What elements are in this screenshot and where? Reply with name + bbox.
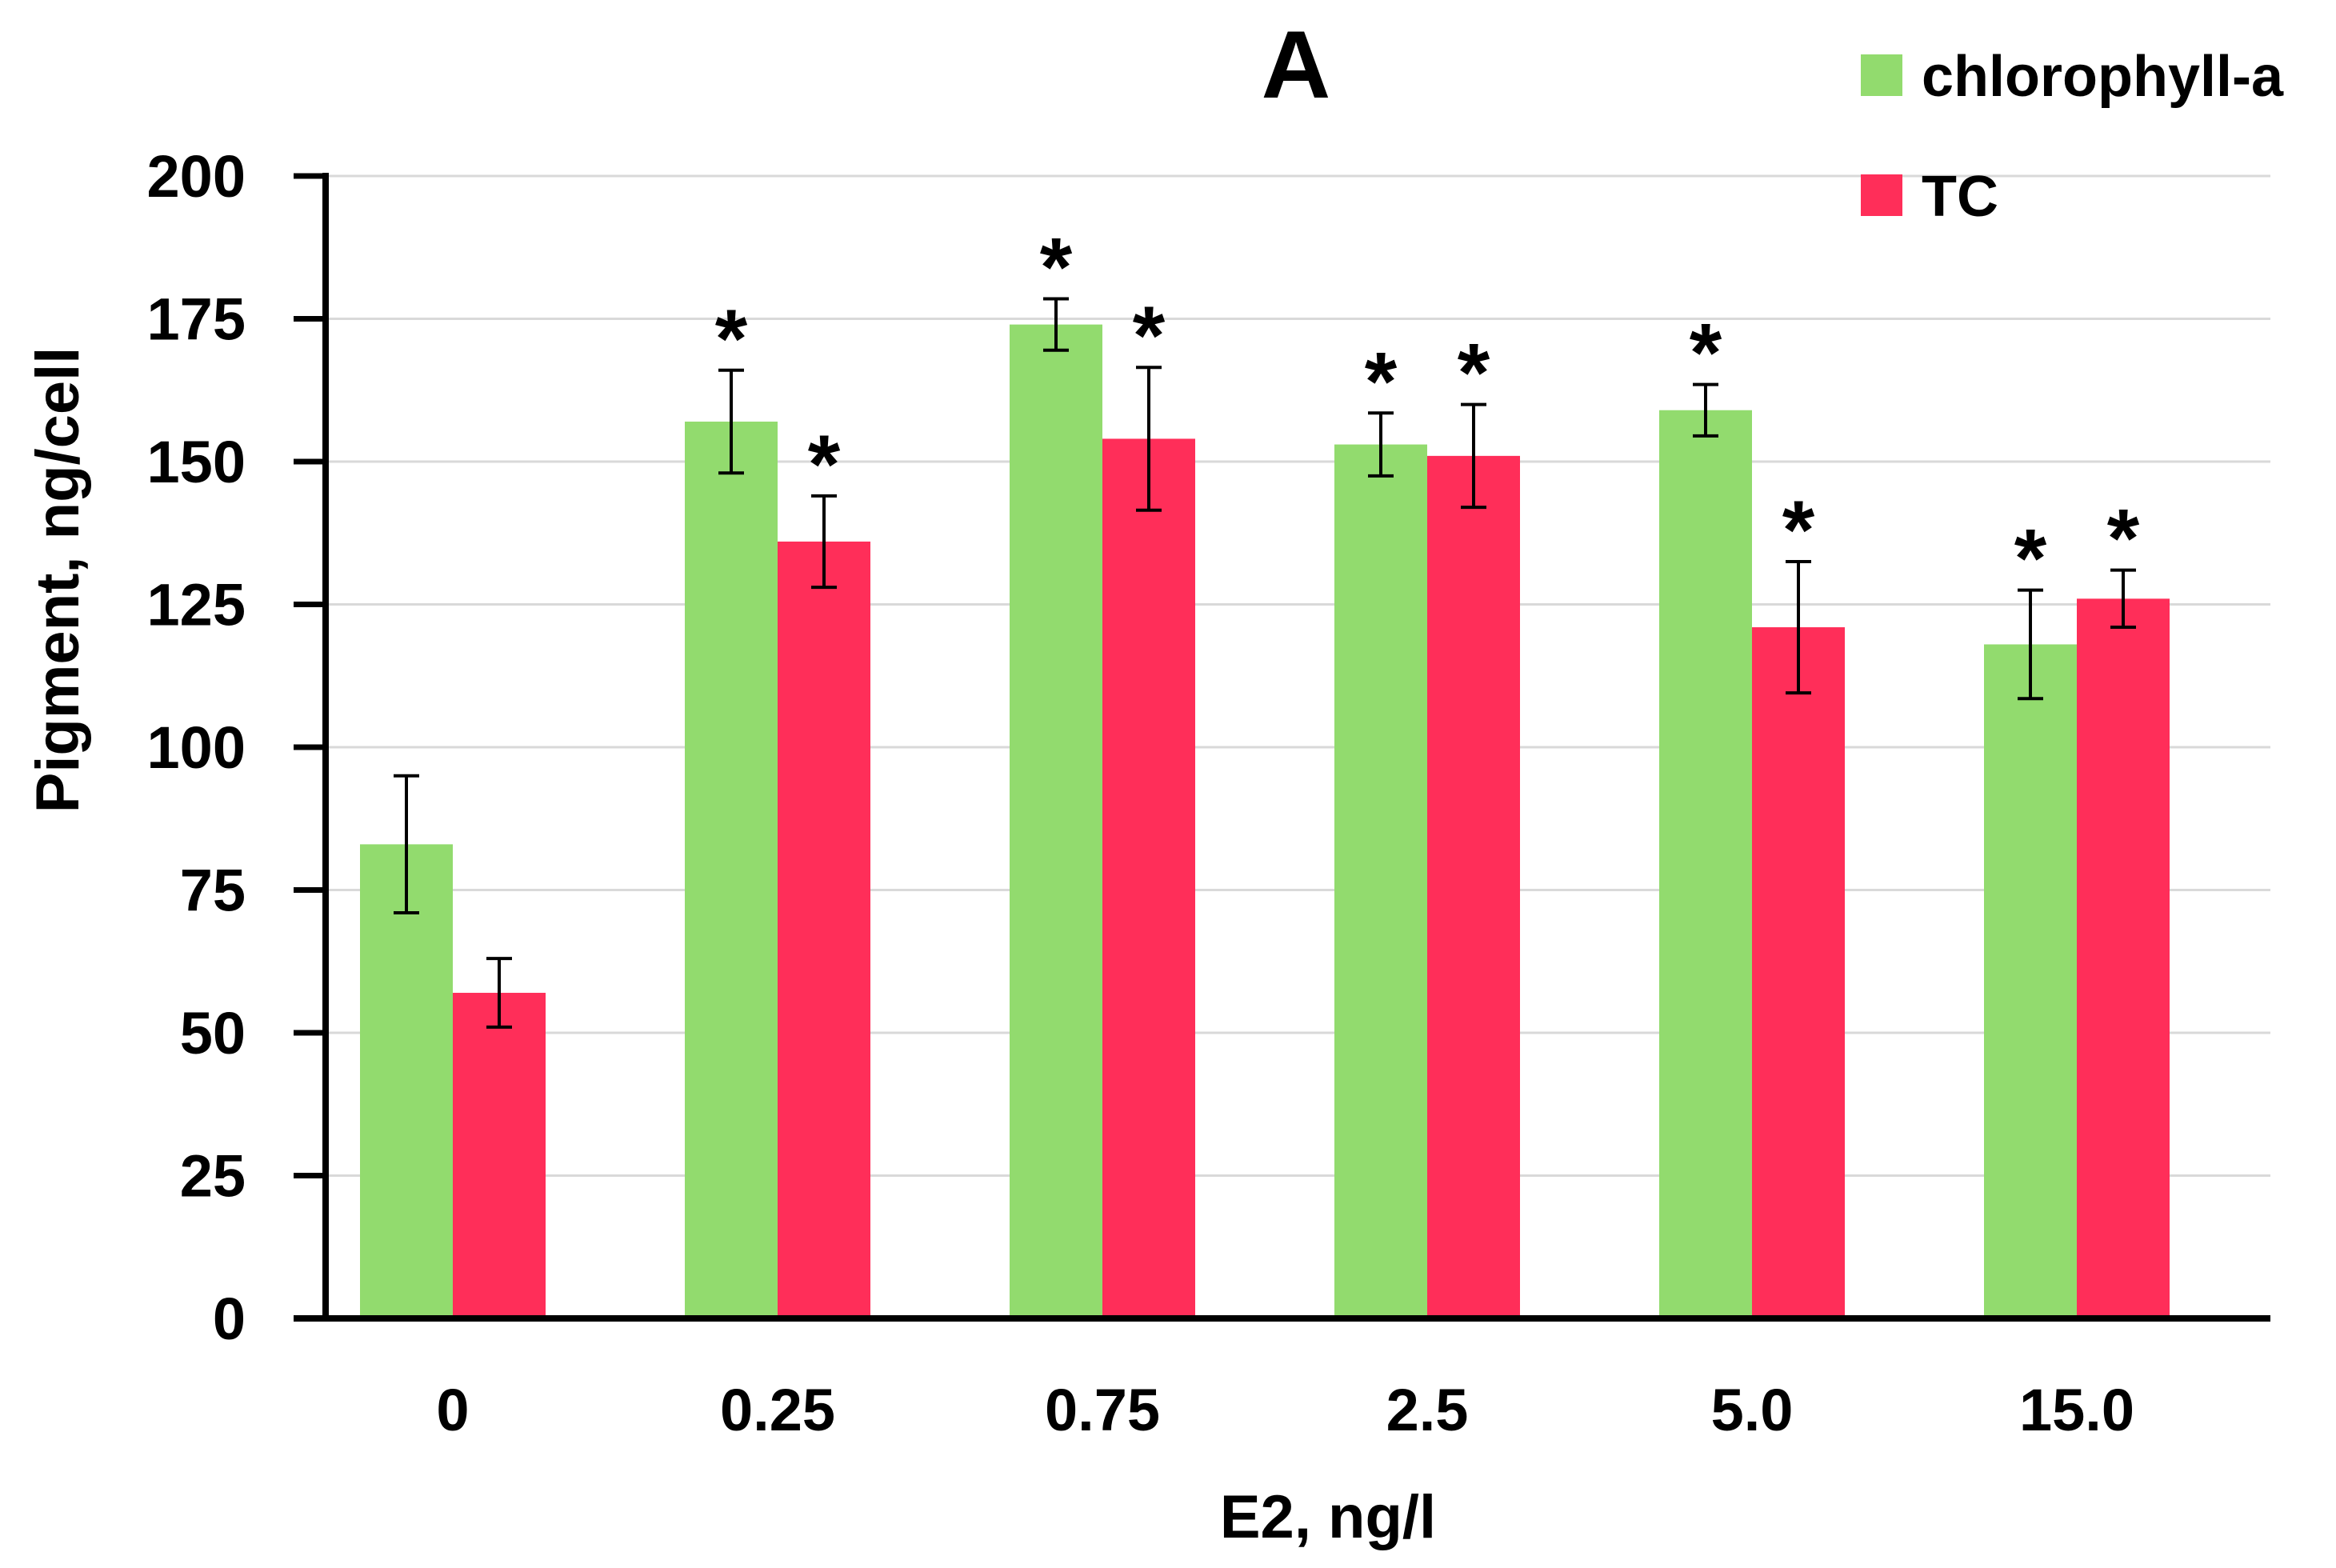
x-tick-label-0.75: 0.75 [1045, 1377, 1160, 1443]
bar-chlorophyll-a-5.0 [1659, 410, 1752, 1318]
x-axis-title: E2, ng/l [1220, 1483, 1436, 1551]
y-tick-label-0: 0 [213, 1286, 246, 1352]
significance-markers: * * * * * * * * * * [715, 222, 2140, 606]
legend-label-chlorophyll-a: chlorophyll-a [1922, 45, 2284, 109]
y-tick-label-50: 50 [180, 1000, 246, 1066]
y-tick-label-100: 100 [147, 714, 246, 781]
significance-star-chlorophyll-a-2.5: * [1365, 335, 1398, 428]
bars [360, 324, 2170, 1319]
y-tick-label-175: 175 [147, 286, 246, 353]
significance-star-tc-0.75: * [1133, 290, 1166, 382]
axes [294, 173, 2270, 1322]
x-tick-label-0: 0 [436, 1377, 469, 1443]
error-bars [394, 297, 2136, 1029]
significance-star-tc-5.0: * [1782, 484, 1815, 577]
bar-chlorophyll-a-15.0 [1984, 644, 2077, 1318]
legend: chlorophyll-a TC [1861, 45, 2284, 229]
x-tick-label-15.0: 15.0 [2019, 1377, 2134, 1443]
gridlines [326, 174, 2270, 1177]
y-tick-label-150: 150 [147, 429, 246, 495]
tick-labels: 0 25 50 75 100 125 150 175 200 0 0.25 0.75 2.5 5.0 15.… [147, 143, 2134, 1443]
significance-star-chlorophyll-a-0.25: * [715, 293, 748, 386]
significance-star-tc-15.0: * [2107, 493, 2140, 586]
significance-star-tc-2.5: * [1458, 327, 1490, 420]
bar-chlorophyll-a-0.75 [1010, 324, 1102, 1318]
significance-star-chlorophyll-a-0.75: * [1040, 222, 1073, 314]
legend-label-tc: TC [1922, 165, 1998, 229]
legend-swatch-chlorophyll-a [1861, 54, 1902, 96]
bar-tc-0 [453, 993, 546, 1318]
bar-tc-2.5 [1427, 455, 1520, 1318]
bar-tc-0.75 [1102, 438, 1195, 1319]
legend-swatch-tc [1861, 174, 1902, 216]
bar-tc-0.25 [778, 541, 870, 1318]
bar-tc-5.0 [1752, 627, 1845, 1318]
x-tick-label-5.0: 5.0 [1711, 1377, 1794, 1443]
y-tick-label-125: 125 [147, 572, 246, 638]
bar-chlorophyll-a-2.5 [1334, 444, 1427, 1318]
bar-chlorophyll-a-0 [360, 844, 453, 1318]
x-tick-label-2.5: 2.5 [1386, 1377, 1469, 1443]
y-axis-title: Pigment, ng/cell [24, 347, 92, 814]
bar-tc-15.0 [2077, 598, 2170, 1318]
bar-chlorophyll-a-0.25 [685, 422, 778, 1318]
significance-star-tc-0.25: * [808, 418, 841, 511]
chart-title: A [1262, 11, 1331, 118]
y-tick-label-75: 75 [180, 858, 246, 924]
significance-star-chlorophyll-a-15.0: * [2014, 513, 2047, 606]
significance-star-chlorophyll-a-5.0: * [1690, 307, 1722, 400]
y-tick-label-25: 25 [180, 1143, 246, 1210]
x-tick-label-0.25: 0.25 [720, 1377, 835, 1443]
y-tick-label-200: 200 [147, 143, 246, 210]
